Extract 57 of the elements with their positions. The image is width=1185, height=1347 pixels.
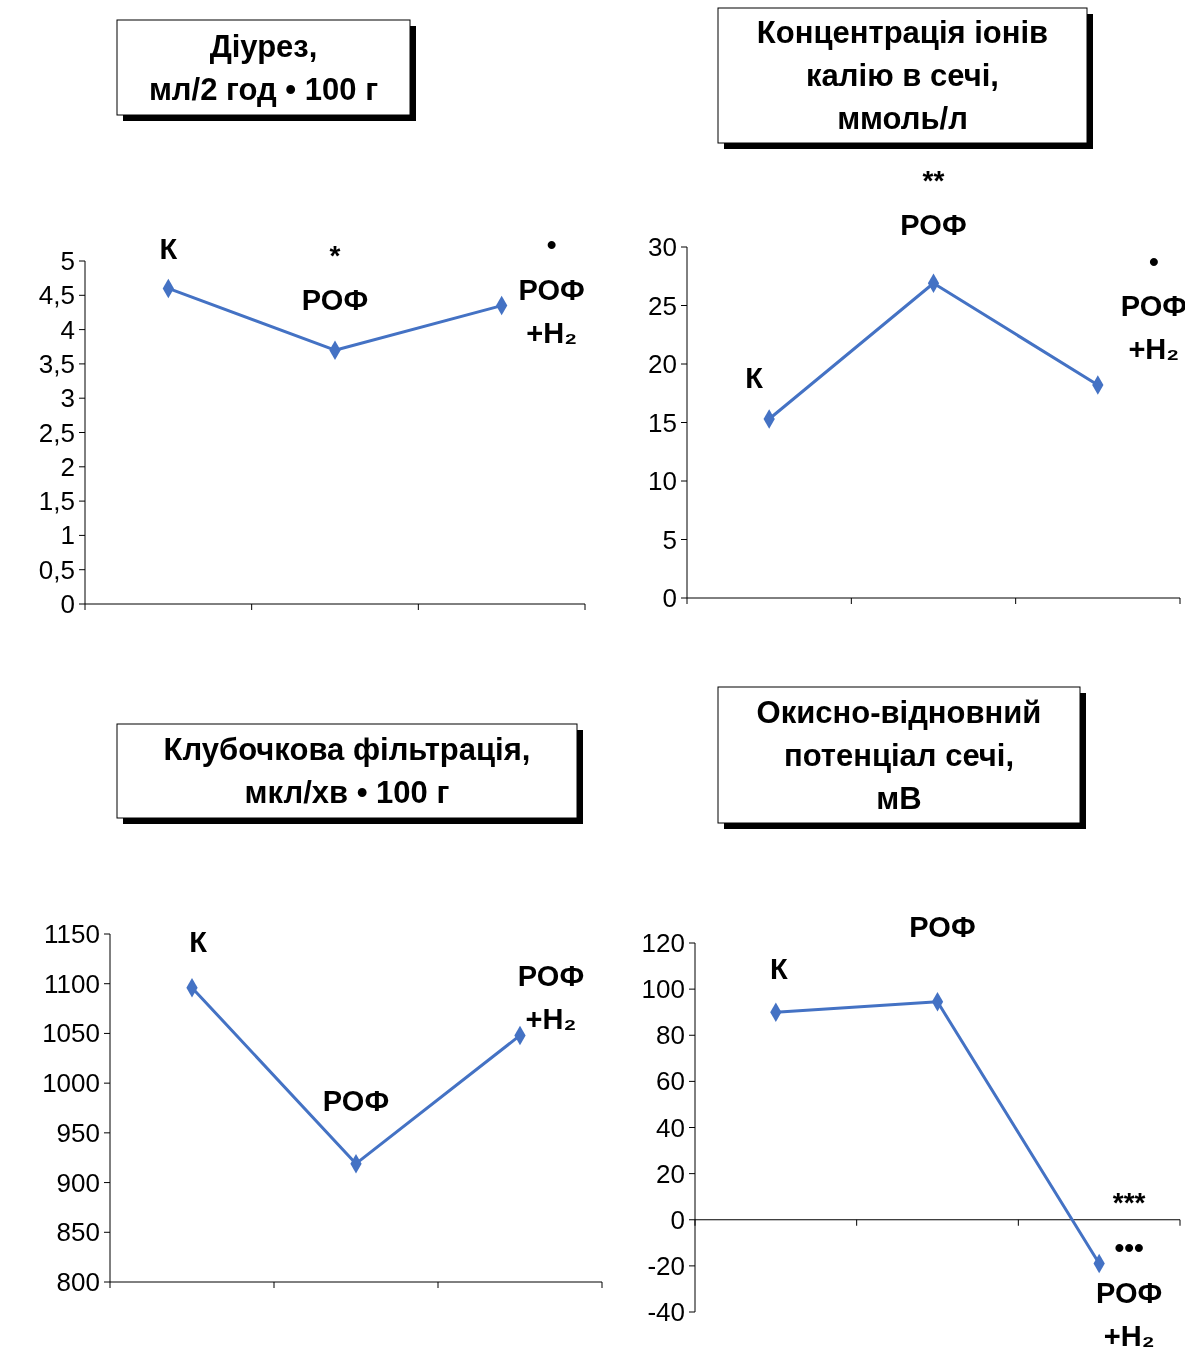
y-tick-label: 5 (662, 524, 677, 555)
chart-title: Діурез, мл/2 год • 100 г (148, 28, 379, 107)
y-tick-label: 0 (670, 1204, 685, 1235)
x-tick-label: РОФ +H₂ (517, 960, 585, 1036)
y-tick-label: 25 (648, 290, 677, 321)
y-tick-label: 1,5 (38, 486, 75, 517)
y-tick-label: 850 (56, 1217, 100, 1248)
y-tick-label: 0,5 (38, 554, 75, 585)
x-tick-label: РОФ (909, 910, 976, 943)
x-tick-label: К (745, 361, 764, 394)
x-tick-label: РОФ +H₂ (518, 273, 585, 349)
y-tick-label: 30 (648, 232, 677, 262)
y-tick-label: 3,5 (38, 348, 75, 379)
y-tick-label: -20 (647, 1250, 685, 1281)
chart-title: Концентрація іонів калію в сечі, ммоль/л (756, 15, 1049, 136)
annotation: * (329, 239, 341, 271)
y-tick-label: 60 (656, 1066, 685, 1097)
y-tick-label: 950 (56, 1117, 100, 1148)
y-tick-label: 2 (60, 451, 75, 482)
chart-title: Клубочкова фільтрація, мкл/хв • 100 г (163, 732, 531, 810)
y-tick-label: 4,5 (38, 280, 75, 311)
y-tick-label: 1050 (42, 1018, 100, 1049)
annotation: *** (1112, 1187, 1146, 1219)
annotation: • (1148, 245, 1159, 277)
x-tick-label: К (769, 953, 788, 986)
y-tick-label: 1 (60, 520, 75, 551)
y-tick-label: 20 (648, 349, 677, 379)
y-tick-label: 5 (60, 246, 75, 276)
y-tick-label: 20 (656, 1158, 685, 1189)
y-tick-label: 4 (60, 314, 75, 345)
x-tick-label: К (189, 925, 208, 958)
y-tick-label: 120 (641, 928, 685, 958)
y-tick-label: 10 (648, 466, 677, 496)
y-tick-label: 100 (641, 974, 685, 1005)
x-tick-label: РОФ (322, 1084, 390, 1117)
text: • (546, 229, 557, 261)
x-tick-label: РОФ (301, 284, 369, 317)
y-tick-label: 0 (662, 583, 677, 613)
y-tick-label: 1150 (44, 919, 100, 949)
x-tick-label: К (159, 233, 178, 266)
x-tick-label: РОФ (900, 209, 967, 242)
y-tick-label: 3 (60, 383, 75, 414)
y-tick-label: 0 (60, 589, 75, 619)
y-tick-label: 15 (648, 407, 677, 438)
y-tick-label: 80 (656, 1020, 685, 1051)
y-tick-label: 800 (56, 1267, 100, 1297)
x-tick-label: РОФ +H₂ (1120, 290, 1185, 366)
y-tick-label: 1100 (44, 968, 100, 999)
y-tick-label: 1000 (42, 1068, 100, 1099)
y-tick-label: 900 (56, 1167, 100, 1198)
y-tick-label: -40 (647, 1297, 685, 1327)
y-tick-label: 40 (656, 1112, 685, 1143)
annotation: ••• (1114, 1232, 1144, 1264)
text: ** (922, 164, 945, 196)
x-tick-label: РОФ +H₂ (1096, 1276, 1163, 1347)
y-tick-label: 2,5 (38, 417, 75, 448)
chart-title: Окисно-відновний потенціал сечі, мВ (756, 694, 1042, 816)
